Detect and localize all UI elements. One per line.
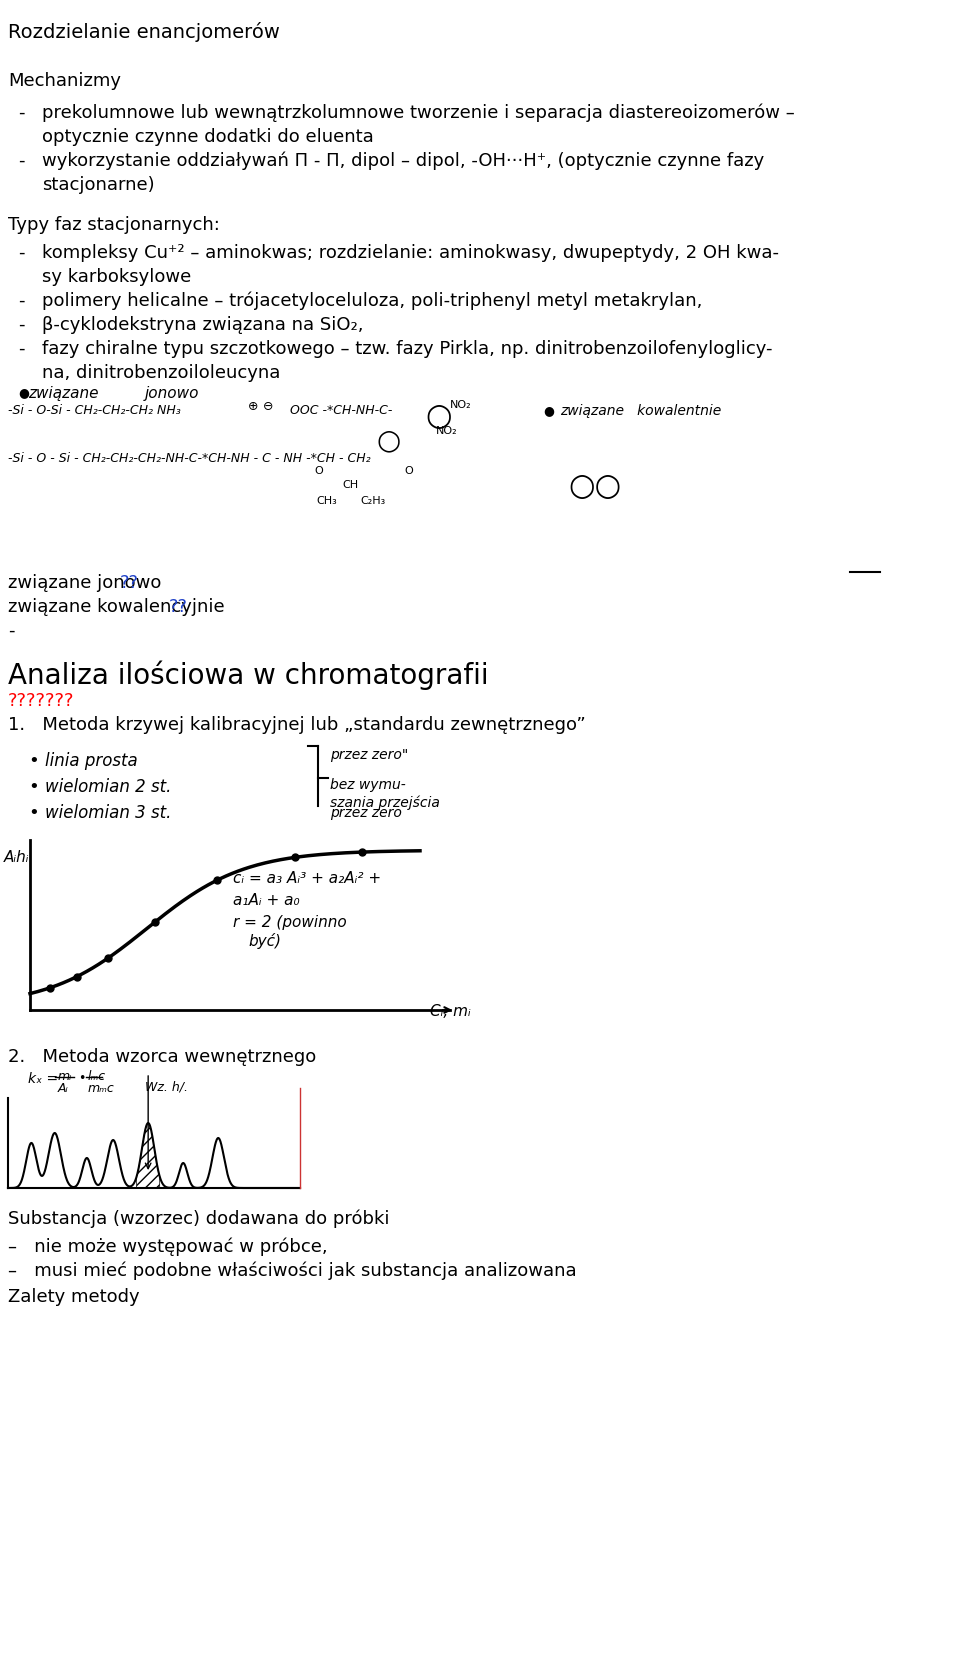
Text: Typy faz stacjonarnych:: Typy faz stacjonarnych: [8,217,220,234]
Text: lₘc: lₘc [88,1070,107,1084]
Text: Aᵢ: Aᵢ [58,1082,69,1095]
Text: ○: ○ [425,402,451,432]
Text: ○: ○ [376,427,400,454]
Text: polimery helicalne – trójacetyloceluloza, poli-triphenyl metyl metakrylan,: polimery helicalne – trójacetyloceluloza… [42,292,703,311]
Text: mᵢ: mᵢ [58,1070,72,1084]
Text: –   nie może występować w próbce,: – nie może występować w próbce, [8,1238,327,1257]
Text: -: - [8,622,14,640]
Point [288,843,303,870]
Text: linia prosta: linia prosta [45,753,137,769]
Point [354,838,370,865]
Text: NO₂: NO₂ [450,400,471,410]
Text: ??: ?? [120,575,139,591]
Text: OOC -*CH-NH-C-: OOC -*CH-NH-C- [290,403,393,417]
Text: jonowo: jonowo [145,386,200,402]
Text: O: O [404,465,413,475]
Text: -: - [18,151,25,170]
Text: przez zero": przez zero" [330,748,408,763]
Text: związane   kowalentnie: związane kowalentnie [560,403,721,418]
Text: na, dinitrobenzoiloleucyna: na, dinitrobenzoiloleucyna [42,365,280,381]
Text: 1.   Metoda krzywej kalibracyjnej lub „standardu zewnętrznego”: 1. Metoda krzywej kalibracyjnej lub „sta… [8,716,586,734]
Text: -Si - O - Si - CH₂-CH₂-CH₂-NH-C-*CH-NH - C - NH -*CH - CH₂: -Si - O - Si - CH₂-CH₂-CH₂-NH-C-*CH-NH -… [8,452,371,465]
Text: ○○: ○○ [568,472,621,501]
Point [209,867,225,894]
Text: ●: ● [543,403,554,417]
Text: -: - [18,104,25,123]
Point [147,909,162,936]
Text: prekolumnowe lub wewnątrzkolumnowe tworzenie i separacja diastereoizomerów –: prekolumnowe lub wewnątrzkolumnowe tworz… [42,104,795,123]
Text: Wz. h/.: Wz. h/. [145,1080,188,1094]
Text: •: • [28,805,38,822]
Text: –   musi mieć podobne właściwości jak substancja analizowana: – musi mieć podobne właściwości jak subs… [8,1262,577,1280]
Text: przez zero: przez zero [330,806,402,820]
Text: ⊕: ⊕ [248,400,258,413]
Text: -: - [18,244,25,262]
Text: ???????: ??????? [8,692,75,711]
Text: 2.   Metoda wzorca wewnętrznego: 2. Metoda wzorca wewnętrznego [8,1048,316,1067]
Text: Cᵢ, mᵢ: Cᵢ, mᵢ [430,1005,470,1020]
Text: a₁Aᵢ + a₀: a₁Aᵢ + a₀ [233,892,300,907]
Text: Zalety metody: Zalety metody [8,1289,139,1305]
Text: ●: ● [18,386,29,398]
Text: Mechanizmy: Mechanizmy [8,72,121,91]
Text: wykorzystanie oddziaływań Π - Π, dipol – dipol, -OH···H⁺, (optycznie czynne fazy: wykorzystanie oddziaływań Π - Π, dipol –… [42,151,764,170]
Text: związane jonowo: związane jonowo [8,575,167,591]
Text: wielomian 3 st.: wielomian 3 st. [45,805,172,822]
Text: cᵢ = a₃ Aᵢ³ + a₂Aᵢ² +: cᵢ = a₃ Aᵢ³ + a₂Aᵢ² + [233,870,381,885]
Text: -Si - O-Si - CH₂-CH₂-CH₂ NH₃: -Si - O-Si - CH₂-CH₂-CH₂ NH₃ [8,403,180,417]
Text: -: - [18,292,25,311]
Text: CH₃: CH₃ [316,496,337,506]
Point [42,974,58,1001]
Text: ⊖: ⊖ [263,400,274,413]
Text: Substancja (wzorzec) dodawana do próbki: Substancja (wzorzec) dodawana do próbki [8,1210,390,1228]
Text: bez wymu-: bez wymu- [330,778,406,791]
Text: wielomian 2 st.: wielomian 2 st. [45,778,172,796]
Text: C₂H₃: C₂H₃ [360,496,385,506]
Text: Aᵢhᵢ: Aᵢhᵢ [4,850,30,865]
Text: -: - [18,339,25,358]
Text: fazy chiralne typu szczotkowego – tzw. fazy Pirkla, np. dinitrobenzoilofenylogli: fazy chiralne typu szczotkowego – tzw. f… [42,339,773,358]
Text: stacjonarne): stacjonarne) [42,176,155,193]
Text: kₓ =: kₓ = [28,1072,59,1085]
Text: związane kowalencyjnie: związane kowalencyjnie [8,598,230,617]
Point [101,944,115,971]
Text: ??: ?? [169,598,188,617]
Text: szania przejścia: szania przejścia [330,796,440,810]
Text: O: O [314,465,323,475]
Text: r = 2 (powinno: r = 2 (powinno [233,914,347,929]
Text: β-cyklodekstryna związana na SiO₂,: β-cyklodekstryna związana na SiO₂, [42,316,364,334]
Text: związane: związane [28,386,99,402]
Text: •: • [28,778,38,796]
Text: Rozdzielanie enancjomerów: Rozdzielanie enancjomerów [8,22,280,42]
Text: sy karboksylowe: sy karboksylowe [42,269,191,286]
Text: być): być) [249,932,282,949]
Text: Analiza ilościowa w chromatografii: Analiza ilościowa w chromatografii [8,660,489,689]
Text: CH: CH [342,480,358,491]
Text: NO₂: NO₂ [436,427,458,437]
Text: kompleksy Cu⁺² – aminokwas; rozdzielanie: aminokwasy, dwupeptydy, 2 OH kwa-: kompleksy Cu⁺² – aminokwas; rozdzielanie… [42,244,779,262]
Text: •: • [28,753,38,769]
Point [69,963,84,990]
Text: -: - [18,316,25,334]
Text: mₘc: mₘc [88,1082,115,1095]
Text: optycznie czynne dodatki do eluenta: optycznie czynne dodatki do eluenta [42,128,373,146]
Text: •: • [78,1072,85,1085]
